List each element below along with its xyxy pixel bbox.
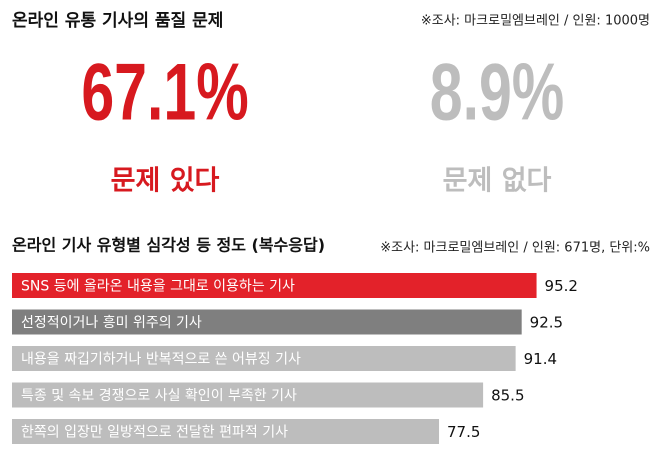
chart-subtitle: ※조사: 마크로밀엠브레인 / 인원: 1000명 [421,14,650,29]
stat-group: 67.1% [81,46,248,136]
stat-group: 8.9% [430,46,565,136]
bar [12,346,516,371]
bar [12,309,522,335]
bar-label: 내용을 짜깁기하거나 반복적으로 쓴 어뷰징 기사 [21,352,301,368]
value-label: 85.5 [491,387,524,405]
value-label: 95.2 [545,277,578,295]
bar-label: 선정적이거나 흥미 위주의 기사 [21,315,202,331]
bar-label: 특종 및 속보 경쟁으로 사실 확인이 부족한 기사 [21,388,297,404]
stat-label: 문제 있다 [111,166,220,197]
bar [12,419,440,444]
value-label: 77.5 [447,423,480,441]
bar-label: 한쪽의 입장만 일방적으로 전달한 편파적 기사 [21,425,288,441]
stat-label: 문제 없다 [443,166,552,197]
bar [12,273,537,298]
chart-subtitle: ※조사: 마크로밀엠브레인 / 인원: 671명, 단위:% [380,241,650,256]
stat-value: 8.9% [430,46,565,136]
bar-label: SNS 등에 올라온 내용을 그대로 이용하는 기사 [21,279,295,295]
chart-title: 온라인 유통 기사의 품질 문제 [12,10,223,31]
chart-title: 온라인 기사 유형별 심각성 등 정도 (복수응답) [12,236,325,255]
value-label: 91.4 [524,350,557,368]
stat-value: 67.1% [81,46,248,136]
bar [12,382,484,408]
value-label: 92.5 [530,314,563,332]
